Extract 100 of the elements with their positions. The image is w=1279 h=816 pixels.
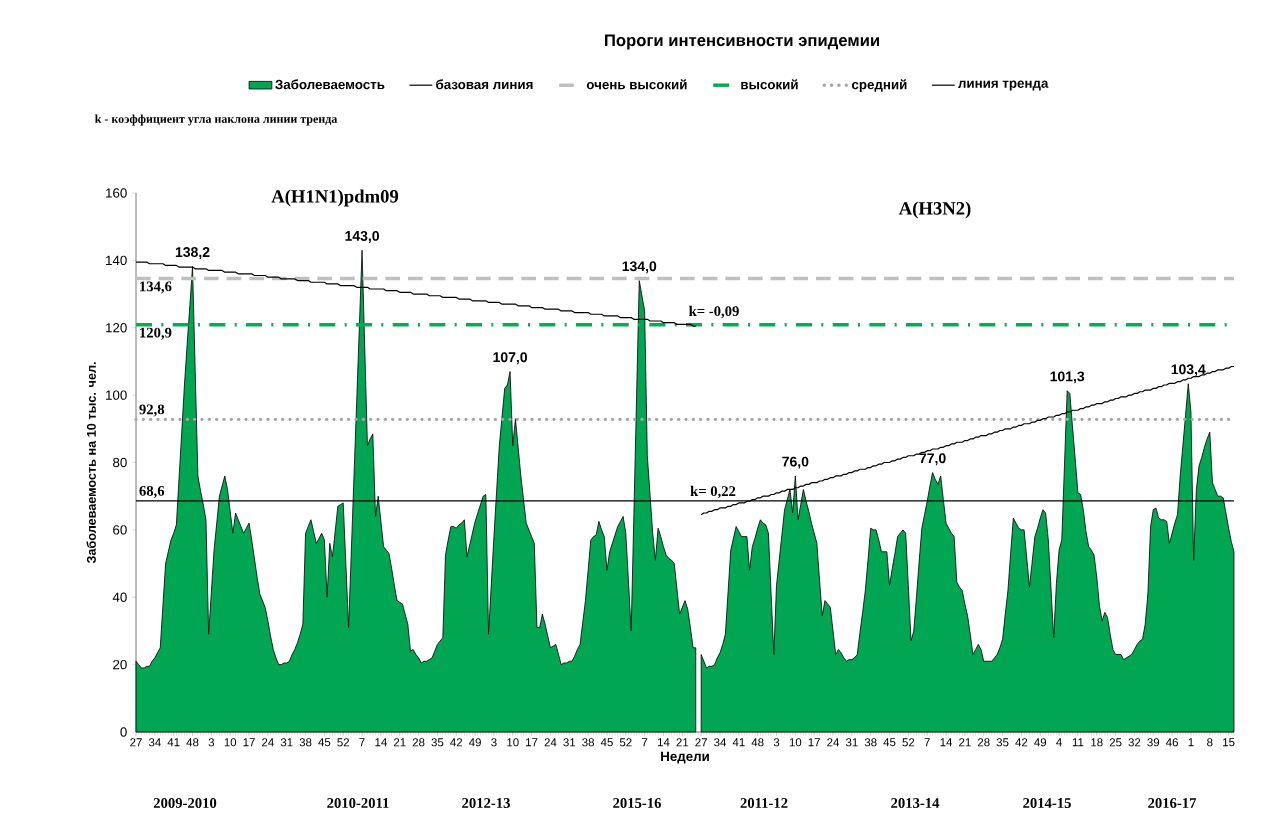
x-tick-label: 34 xyxy=(148,738,161,747)
x-tick-label: 14 xyxy=(375,738,387,747)
data-label: 107,0 xyxy=(493,352,528,365)
x-tick-label: 3 xyxy=(491,738,497,747)
x-tick-label: 27 xyxy=(695,738,707,747)
annotation: A(H3N2) xyxy=(898,201,971,219)
annotation: 134,6 xyxy=(140,281,172,294)
x-tick-label: 14 xyxy=(657,738,670,747)
x-tick-label: 49 xyxy=(468,738,481,747)
text: 2009-2010 xyxy=(153,798,217,808)
legend-label: средний xyxy=(851,79,907,92)
x-tick-label: 7 xyxy=(642,738,648,747)
legend-label: Заболеваемость xyxy=(275,79,385,90)
x-tick-label: 10 xyxy=(507,738,519,747)
x-tick-label: 21 xyxy=(676,738,689,747)
annotation: A(H1N1)pdm09 xyxy=(271,189,399,207)
data-label: 143,0 xyxy=(345,230,379,243)
legend-label: очень высокий xyxy=(586,79,687,90)
chart-title: Пороги интенсивности эпидемии xyxy=(605,34,880,50)
x-tick-label: 8 xyxy=(1207,738,1213,747)
x-tick-label: 52 xyxy=(902,738,915,747)
y-tick-label: 140 xyxy=(106,255,127,266)
y-tick-label: 60 xyxy=(113,525,127,535)
text: 2011-12 xyxy=(740,798,788,808)
x-tick-label: 48 xyxy=(186,738,199,747)
data-label: 134,0 xyxy=(622,261,657,274)
x-tick-label: 21 xyxy=(959,738,971,747)
x-tick-label: 17 xyxy=(526,738,538,747)
x-tick-label: 45 xyxy=(600,738,613,747)
y-axis-title: Заболеваемость на 10 тыс. чел. xyxy=(86,362,96,564)
x-tick-label: 3 xyxy=(773,738,780,747)
x-tick-label: 14 xyxy=(940,738,953,747)
x-tick-label: 52 xyxy=(337,738,350,747)
y-tick-label: 0 xyxy=(120,727,127,737)
x-tick-label: 24 xyxy=(262,738,274,747)
annotation: 68,6 xyxy=(139,485,165,498)
x-tick-label: 11 xyxy=(1072,738,1084,747)
legend-label: линия тренда xyxy=(958,80,1049,91)
x-tick-label: 38 xyxy=(582,738,594,747)
x-tick-label: 31 xyxy=(563,738,576,747)
data-label: 138,2 xyxy=(175,247,210,260)
x-tick-label: 10 xyxy=(789,738,802,747)
x-tick-label: 41 xyxy=(167,738,180,747)
legend-label: высокий xyxy=(741,79,798,90)
x-tick-label: 25 xyxy=(1109,738,1122,747)
x-tick-label: 46 xyxy=(1166,738,1178,747)
x-tick-label: 24 xyxy=(544,738,557,747)
annotation: k= -0,09 xyxy=(689,305,739,319)
x-tick-label: 31 xyxy=(845,738,858,747)
x-tick-label: 17 xyxy=(808,738,820,747)
x-tick-label: 38 xyxy=(864,738,877,747)
x-tick-label: 31 xyxy=(280,738,293,747)
x-tick-label: 32 xyxy=(1128,738,1141,747)
x-tick-label: 28 xyxy=(977,738,990,747)
x-tick-label: 45 xyxy=(318,738,331,747)
x-tick-label: 7 xyxy=(359,738,365,747)
y-tick-label: 40 xyxy=(112,592,127,602)
chart-subtitle: k - коэффициент угла наклона линии тренда xyxy=(95,114,338,126)
data-label: 103,4 xyxy=(1171,364,1206,377)
annotation: 120,9 xyxy=(140,327,172,340)
data-label: 76,0 xyxy=(782,456,809,469)
x-tick-label: 35 xyxy=(996,738,1009,747)
y-tick-label: 20 xyxy=(113,659,127,670)
x-tick-label: 3 xyxy=(208,738,215,747)
x-tick-label: 10 xyxy=(224,738,237,747)
x-tick-label: 39 xyxy=(1147,738,1160,747)
y-tick-label: 160 xyxy=(106,188,127,198)
y-tick-label: 80 xyxy=(113,457,127,468)
x-tick-label: 48 xyxy=(751,738,764,747)
x-tick-label: 52 xyxy=(619,738,632,747)
text: 2012-13 xyxy=(462,798,510,808)
text: 2010-2011 xyxy=(327,798,389,808)
x-tick-label: 15 xyxy=(1223,738,1235,747)
x-tick-label: 21 xyxy=(393,738,406,747)
annotation: k= 0,22 xyxy=(690,485,736,499)
x-tick-label: 42 xyxy=(450,738,463,747)
x-tick-label: 34 xyxy=(714,738,727,747)
legend-label: базовая линия xyxy=(436,79,533,90)
x-tick-label: 45 xyxy=(883,738,896,747)
x-tick-label: 42 xyxy=(1015,738,1028,747)
data-label: 77,0 xyxy=(919,453,946,466)
x-tick-label: 49 xyxy=(1034,738,1047,747)
x-tick-label: 35 xyxy=(431,738,444,747)
x-tick-label: 27 xyxy=(130,738,142,747)
annotation: 92,8 xyxy=(139,404,165,417)
x-tick-label: 28 xyxy=(412,738,425,747)
x-tick-label: 18 xyxy=(1091,738,1103,747)
text: 2014-15 xyxy=(1023,798,1071,808)
x-tick-label: 4 xyxy=(1056,738,1062,747)
x-axis-title: Недели xyxy=(661,751,709,764)
text: 2016-17 xyxy=(1148,798,1197,808)
y-tick-label: 120 xyxy=(106,323,127,333)
text: 2015-16 xyxy=(613,798,662,808)
x-tick-label: 1 xyxy=(1188,738,1194,747)
data-label: 101,3 xyxy=(1050,371,1085,384)
x-tick-label: 17 xyxy=(243,738,255,747)
text: 2013-14 xyxy=(891,798,940,808)
x-tick-label: 41 xyxy=(732,738,745,747)
x-tick-label: 38 xyxy=(299,738,312,747)
y-tick-label: 100 xyxy=(106,390,127,400)
